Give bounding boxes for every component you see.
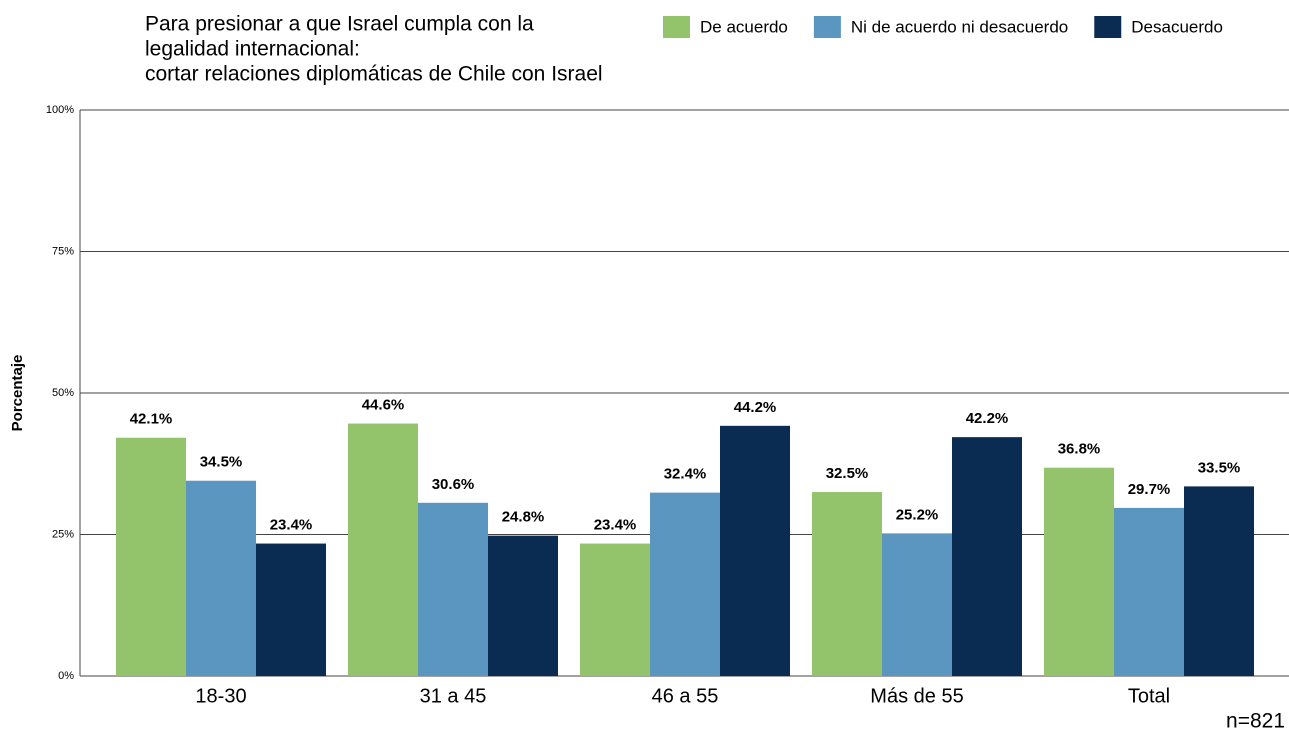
bar [650, 492, 720, 676]
value-label: 34.5% [200, 454, 243, 471]
legend-label: Desacuerdo [1131, 17, 1223, 36]
y-axis-label: Porcentaje [9, 355, 26, 432]
value-label: 23.4% [594, 517, 637, 534]
chart-title: legalidad internacional: [145, 38, 360, 61]
bar [1044, 467, 1114, 676]
value-label: 42.2% [966, 410, 1009, 427]
x-tick-label: Total [1128, 685, 1170, 707]
value-label: 33.5% [1198, 459, 1241, 476]
value-label: 44.6% [362, 397, 405, 414]
bar [116, 437, 186, 676]
chart-title: Para presionar a que Israel cumpla con l… [145, 13, 534, 36]
bar [1114, 507, 1184, 676]
bar [952, 437, 1022, 676]
y-tick-label: 75% [52, 245, 74, 257]
bar [348, 423, 418, 676]
x-tick-label: 18-30 [195, 685, 246, 707]
x-tick-label: 46 a 55 [652, 685, 719, 707]
value-label: 44.2% [734, 399, 777, 416]
value-label: 36.8% [1058, 441, 1101, 458]
bar [720, 425, 790, 676]
y-tick-label: 100% [46, 104, 74, 116]
y-tick-label: 50% [52, 387, 74, 399]
bar [488, 535, 558, 676]
bar [256, 543, 326, 676]
caption: n=821 [1226, 710, 1285, 733]
bar [418, 502, 488, 676]
bar [1184, 486, 1254, 676]
bar [812, 492, 882, 676]
value-label: 30.6% [432, 476, 475, 493]
legend-label: Ni de acuerdo ni desacuerdo [851, 17, 1068, 36]
bar [186, 480, 256, 676]
x-tick-label: 31 a 45 [420, 685, 487, 707]
legend-swatch [1094, 16, 1122, 38]
value-label: 29.7% [1128, 481, 1171, 498]
value-label: 23.4% [270, 517, 313, 534]
y-tick-label: 25% [52, 528, 74, 540]
bar [580, 543, 650, 676]
x-tick-label: Más de 55 [870, 685, 963, 707]
bar [882, 533, 952, 676]
chart-title: cortar relaciones diplomáticas de Chile … [145, 63, 603, 86]
value-label: 24.8% [502, 509, 545, 526]
legend-swatch [813, 16, 841, 38]
legend-label: De acuerdo [700, 17, 788, 36]
value-label: 42.1% [130, 411, 173, 428]
legend-swatch [663, 16, 690, 38]
value-label: 32.5% [826, 465, 869, 482]
value-label: 32.4% [664, 466, 707, 483]
y-tick-label: 0% [58, 670, 74, 682]
value-label: 25.2% [896, 506, 939, 523]
